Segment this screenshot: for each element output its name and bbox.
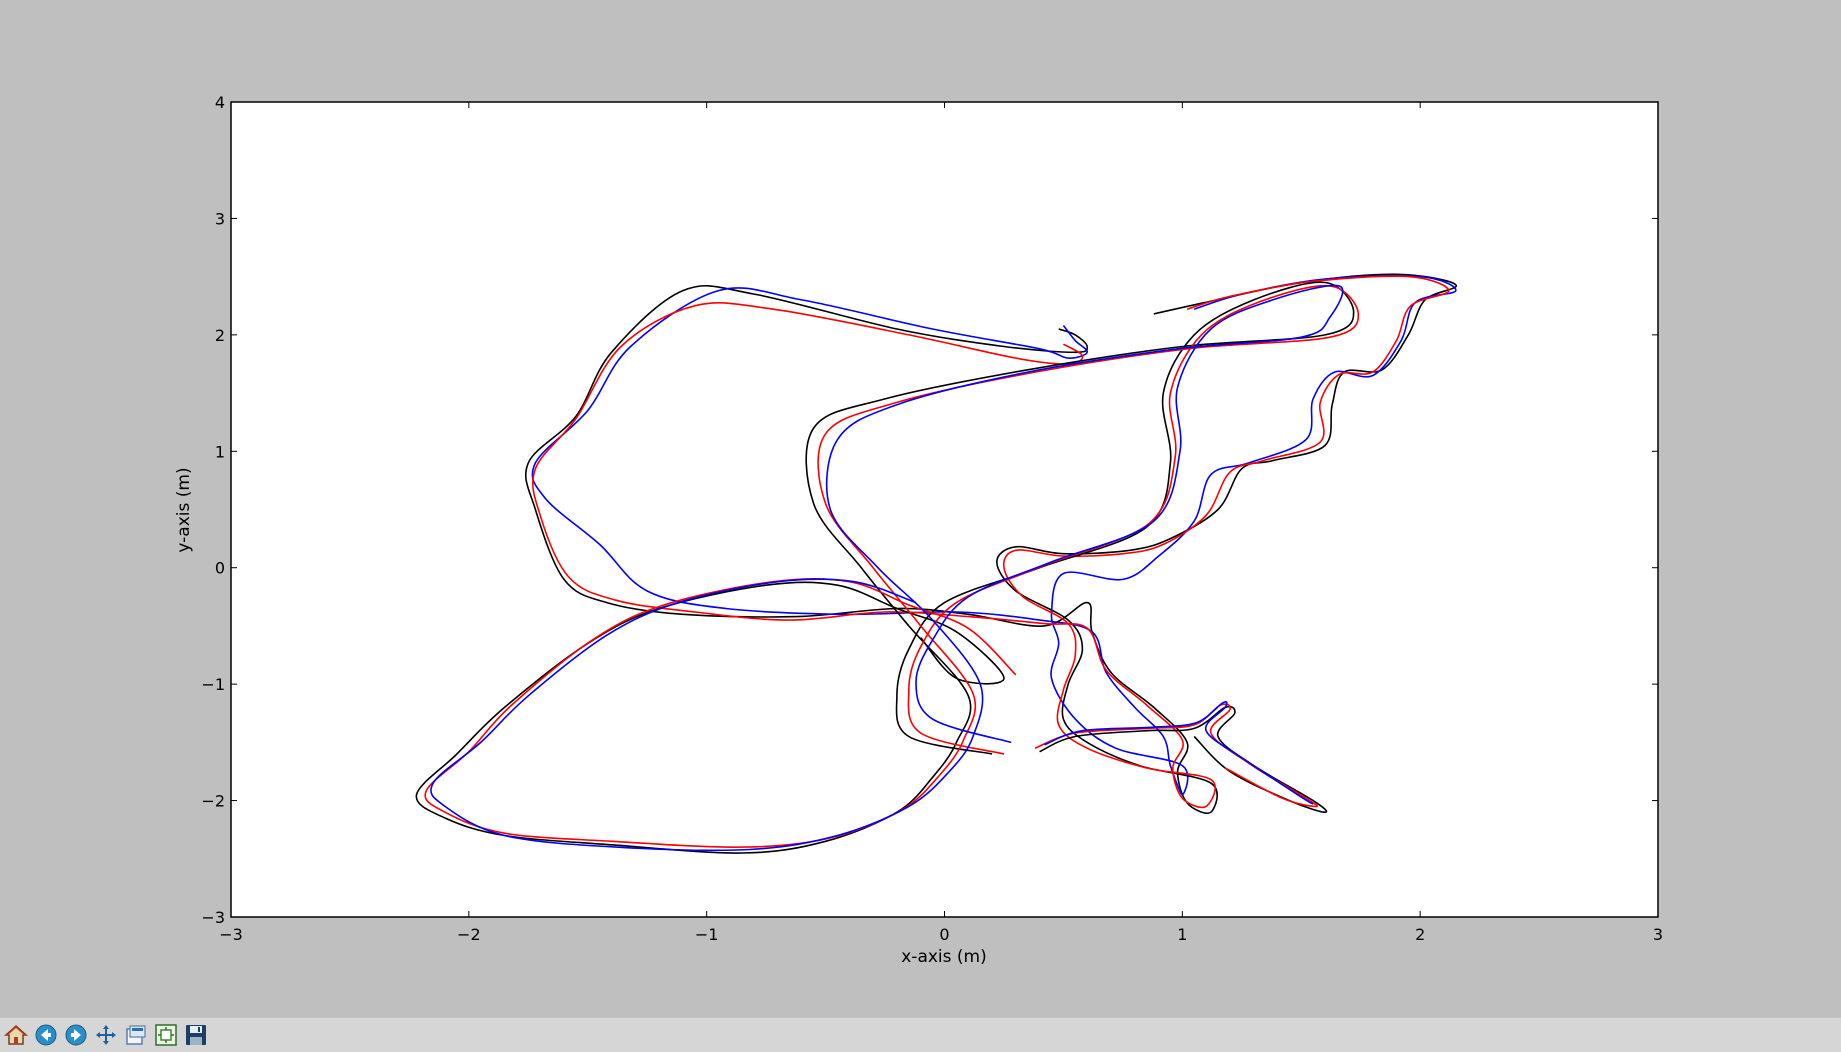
y-tick-label: −2 [201,792,225,811]
subplots-button[interactable] [152,1021,180,1049]
x-tick-label: 2 [1415,925,1425,944]
trajectory-line-1 [524,273,1457,814]
trajectory-line-5 [424,284,1360,848]
home-button[interactable] [2,1021,30,1049]
home-icon [4,1024,28,1045]
trajectory-line-2 [531,274,1457,796]
y-tick-label: 2 [215,326,225,345]
forward-button[interactable] [62,1021,90,1049]
y-tick-label: 3 [215,209,225,228]
subplots-icon [155,1024,177,1046]
forward-icon [65,1024,87,1046]
save-icon [186,1025,206,1045]
navigation-toolbar [0,1017,1841,1052]
back-icon [35,1024,57,1046]
series-layer [415,273,1457,854]
trajectory-line-9 [1044,700,1314,805]
trajectory-line-3 [532,275,1450,809]
y-tick-label: −3 [201,908,225,927]
y-tick-label: 1 [215,442,225,461]
y-axis-label: y-axis (m) [174,467,194,552]
trajectory-line-8 [1034,703,1319,808]
x-tick-label: −3 [219,925,243,944]
zoom-icon [126,1025,146,1045]
x-tick-label: −2 [457,925,481,944]
plot-area [230,101,1659,918]
x-tick-label: −1 [695,925,719,944]
back-button[interactable] [32,1021,60,1049]
x-tick-label: 1 [1177,925,1187,944]
trajectory-line-6 [430,284,1344,852]
y-tick-label: 4 [215,93,225,112]
x-tick-label: 3 [1653,925,1663,944]
y-tick-label: −1 [201,675,225,694]
save-button[interactable] [182,1021,210,1049]
x-tick-label: 0 [939,925,949,944]
x-axis-label: x-axis (m) [901,947,986,967]
pan-icon [96,1025,116,1045]
y-tick-label: 0 [215,559,225,578]
ticks-layer: −3 −2 −1 0 1 2 3 −3 −2 −1 0 1 2 3 4 [201,93,1663,944]
figure-canvas: −3 −2 −1 0 1 2 3 −3 −2 −1 0 1 2 3 4 x-axis (m) y-axis … [174,93,1663,967]
trajectory-chart: −3 −2 −1 0 1 2 3 −3 −2 −1 0 1 2 3 4 x-axis (m) y-axis … [174,93,1663,967]
pan-button[interactable] [92,1021,120,1049]
zoom-button[interactable] [122,1021,150,1049]
